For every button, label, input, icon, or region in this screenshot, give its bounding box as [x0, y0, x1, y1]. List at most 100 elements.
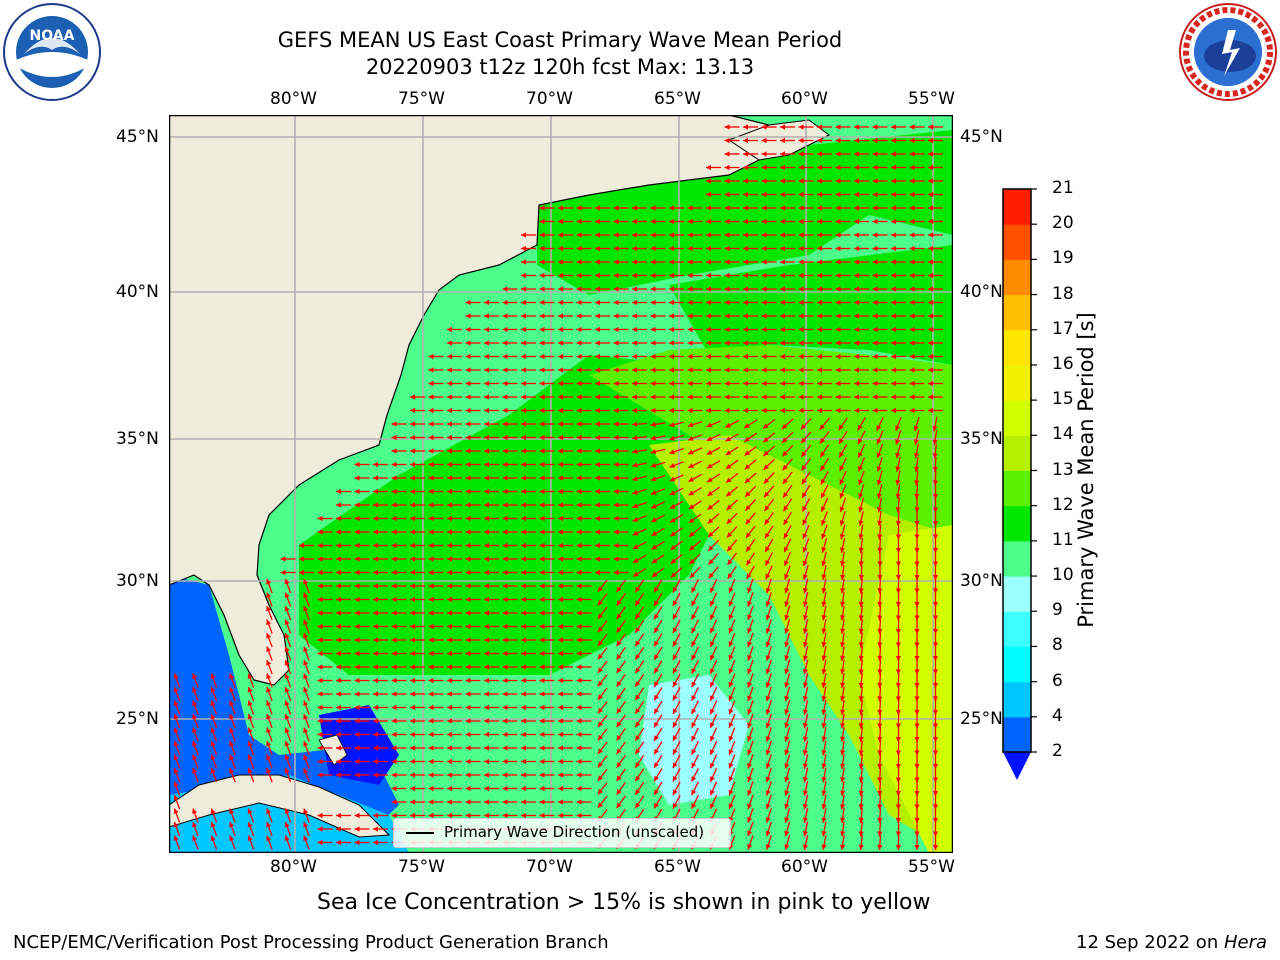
wave-arrow-head	[650, 421, 656, 427]
wave-arrow-head	[465, 569, 471, 576]
wave-arrow-head	[724, 137, 730, 144]
wave-arrow-head	[932, 764, 939, 769]
wave-arrow-head	[354, 515, 360, 522]
wave-arrow-head	[373, 758, 378, 765]
wave-arrow-head	[428, 677, 434, 684]
wave-arrow-head	[914, 777, 920, 783]
wave-arrow-head	[691, 600, 697, 607]
wave-arrow-head	[502, 367, 508, 373]
top-lon-label-75w: 75°W	[398, 89, 445, 109]
wave-arrow-head	[891, 151, 896, 157]
wave-arrow-head	[780, 407, 785, 414]
colorbar-segment	[1003, 611, 1031, 647]
wave-arrow-head	[597, 775, 603, 781]
wave-arrow-head	[724, 326, 730, 333]
wave-arrow-head	[932, 439, 938, 445]
wave-arrow-head	[465, 407, 471, 414]
period-low-bahamas-bank	[319, 705, 399, 785]
wave-arrow-head	[710, 681, 715, 688]
wave-arrow-head	[780, 259, 785, 265]
wave-arrow-head	[410, 664, 415, 670]
wave-arrow-head	[877, 561, 883, 567]
wave-arrow-head	[616, 694, 622, 701]
wave-arrow-head	[687, 407, 693, 414]
wave-arrow-head	[858, 588, 864, 594]
wave-arrow-head	[521, 610, 526, 616]
wave-arrow-head	[521, 704, 526, 711]
wave-arrow-head	[895, 493, 901, 499]
wave-arrow-head	[780, 137, 785, 144]
wave-arrow-head	[521, 569, 526, 576]
wave-arrow-head	[484, 299, 489, 306]
wave-arrow-head	[706, 380, 711, 387]
wave-arrow-head	[817, 151, 822, 157]
wave-arrow-head	[447, 515, 452, 522]
wave-arrow-head	[354, 704, 360, 711]
wave-arrow-head	[891, 164, 896, 171]
wave-arrow-head	[928, 286, 933, 292]
wave-arrow-head	[669, 435, 675, 441]
wave-arrow-head	[821, 492, 826, 499]
wave-arrow-head	[877, 844, 883, 850]
wave-arrow-head	[635, 681, 641, 687]
wave-direction-arrows	[173, 124, 943, 851]
wave-arrow-head	[597, 613, 603, 619]
wave-arrow-head	[354, 569, 360, 576]
wave-arrow-head	[521, 272, 526, 279]
wave-arrow-head	[595, 245, 600, 252]
wave-arrow-head	[428, 421, 434, 427]
wave-arrow-head	[635, 748, 641, 755]
bottom-lon-label-55w: 55°W	[908, 857, 955, 877]
wave-arrow-head	[932, 683, 939, 688]
wave-arrow-head	[872, 326, 878, 333]
wave-arrow-head	[691, 627, 697, 634]
wave-arrow-head	[373, 623, 378, 630]
wave-arrow-head	[484, 502, 489, 508]
wave-arrow-head	[784, 722, 790, 729]
wave-arrow-head	[854, 313, 859, 319]
wave-arrow-head	[229, 808, 235, 814]
wave-arrow-head	[336, 529, 341, 535]
wave-arrow-head	[761, 245, 767, 252]
wave-arrow-head	[428, 542, 434, 549]
wave-arrow-head	[521, 583, 526, 589]
wave-arrow-head	[821, 560, 827, 567]
wave-arrow-head	[858, 438, 863, 445]
wave-arrow-head	[691, 587, 697, 593]
wave-arrow-head	[909, 191, 915, 198]
wave-arrow-head	[354, 650, 360, 657]
wave-arrow-head	[839, 465, 845, 472]
wave-arrow-head	[728, 789, 734, 796]
wave-arrow-head	[872, 380, 878, 387]
wave-arrow-head	[539, 502, 545, 508]
wave-arrow-head	[728, 749, 734, 755]
wave-arrow-head	[336, 488, 341, 495]
wave-arrow-head	[743, 380, 748, 387]
wave-arrow-head	[284, 633, 290, 639]
wave-arrow-head	[687, 394, 693, 400]
wave-arrow-head	[428, 556, 434, 562]
wave-arrow-head	[928, 151, 933, 157]
wave-arrow-head	[798, 205, 804, 211]
wave-arrow-head	[763, 437, 769, 443]
wave-arrow-head	[654, 613, 659, 620]
wave-arrow-head	[802, 601, 808, 607]
wave-arrow-head	[835, 313, 841, 319]
wave-arrow-head	[725, 463, 732, 469]
wave-arrow-head	[616, 681, 622, 687]
wave-arrow-head	[502, 677, 508, 684]
wave-arrow-head	[447, 623, 452, 630]
wave-arrow-head	[650, 299, 656, 306]
wave-arrow-head	[284, 808, 290, 814]
wave-arrow-head	[410, 461, 415, 468]
wave-arrow-head	[724, 272, 730, 279]
colorbar-tick-label: 15	[1052, 389, 1074, 410]
wave-arrow-head	[576, 515, 582, 522]
wave-arrow-head	[502, 583, 508, 589]
wave-arrow-head	[763, 450, 769, 456]
wave-arrow-head	[914, 804, 920, 810]
wave-arrow-head	[484, 623, 489, 630]
wave-arrow-head	[928, 394, 933, 400]
wave-arrow-head	[502, 542, 508, 549]
wave-arrow-head	[373, 596, 378, 603]
